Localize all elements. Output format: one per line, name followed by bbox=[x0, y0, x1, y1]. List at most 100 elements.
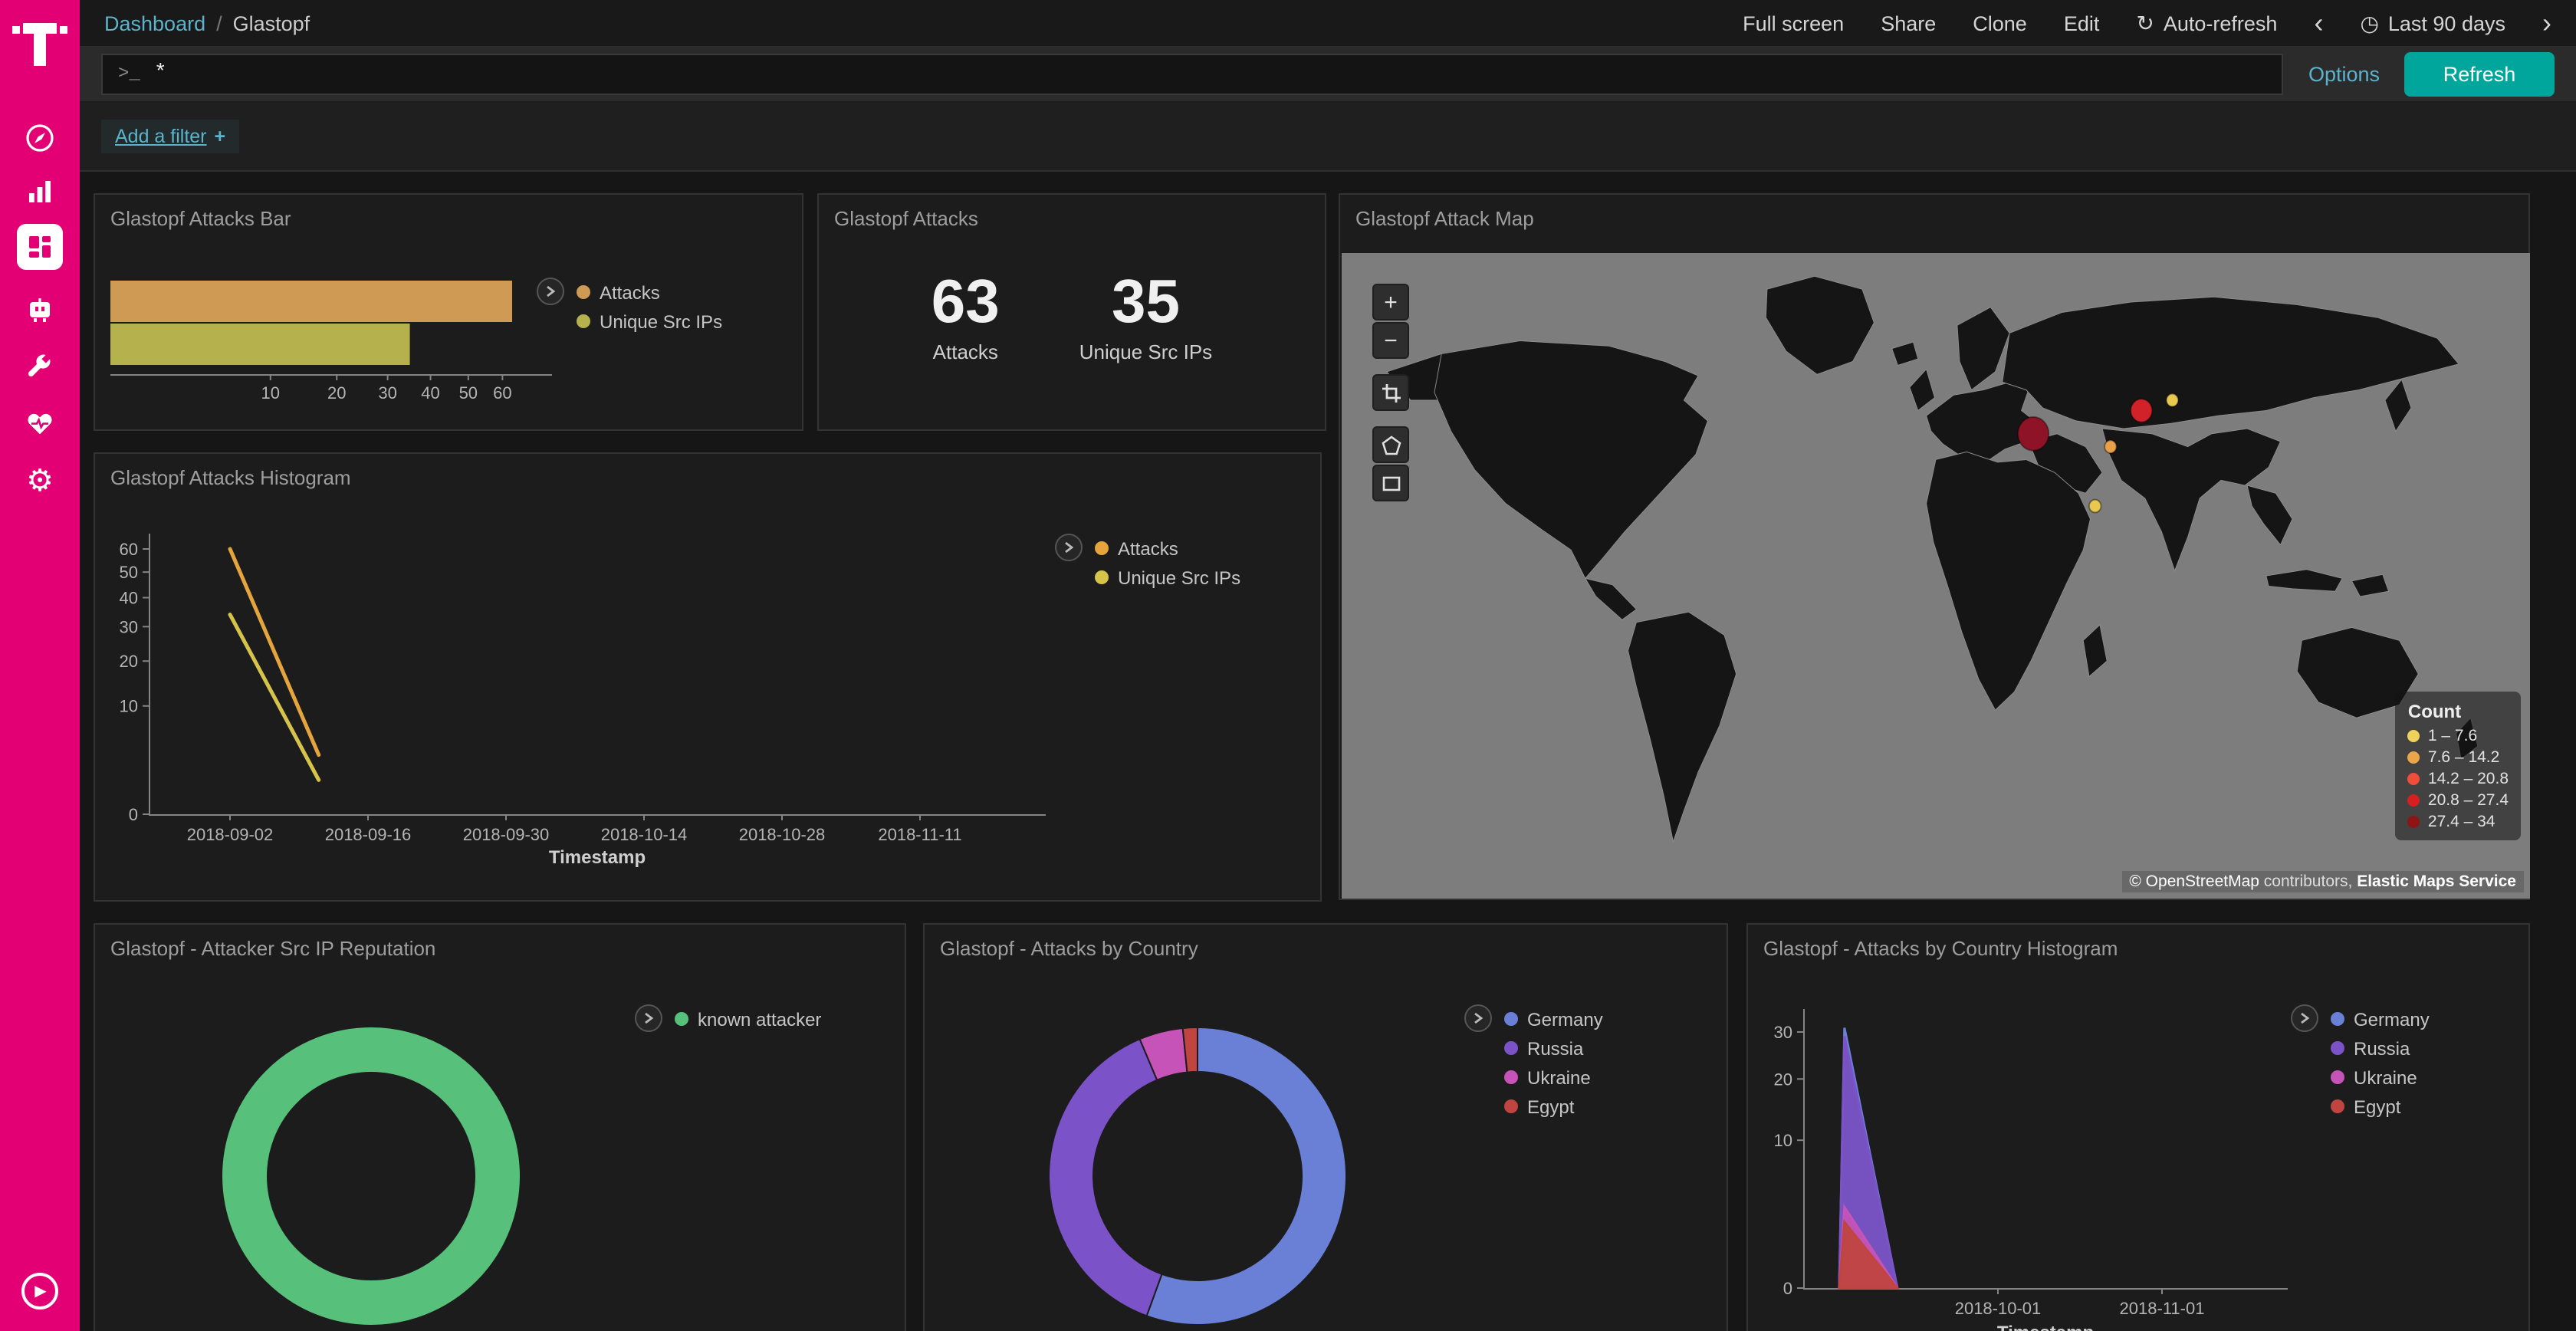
legend-label: known attacker bbox=[698, 1008, 822, 1030]
bar-chart-svg: 10 20 30 40 50 60 bbox=[110, 281, 552, 403]
panel-glastopf-attacks-bar: Glastopf Attacks Bar 10 20 30 40 50 60 Attack… bbox=[94, 193, 803, 431]
chevron-right-icon bbox=[1474, 1012, 1484, 1024]
legend-color-dot bbox=[577, 285, 590, 299]
chart-legend: known attacker bbox=[635, 1004, 821, 1034]
legend-item[interactable]: Attacks bbox=[577, 278, 722, 307]
map-count-legend: Count 1 – 7.6 7.6 – 14.2 14.2 – 20.8 20.8 –… bbox=[2395, 692, 2521, 840]
query-prompt-icon: >_ bbox=[118, 63, 140, 84]
sidebar-item-management[interactable]: ⚙ bbox=[23, 465, 57, 498]
panel-glastopf-attacks-histogram: Glastopf Attacks Histogram 0 10 20 30 40 50 60… bbox=[94, 452, 1322, 902]
legend-color-dot bbox=[1504, 1041, 1518, 1055]
map-draw-bounds-button[interactable] bbox=[1372, 374, 1409, 411]
attacks-histogram-chart[interactable]: 0 10 20 30 40 50 60 2018-09-02 2018-09-16 2018-09… bbox=[95, 454, 1320, 900]
sidebar-item-monitoring[interactable] bbox=[23, 406, 57, 440]
chart-legend: Germany Russia Ukraine Egypt bbox=[2291, 1004, 2430, 1121]
legend-item[interactable]: Russia bbox=[1504, 1034, 1603, 1063]
panel-title: Glastopf Attacks Bar bbox=[110, 207, 291, 230]
chart-legend: Attacks Unique Src IPs bbox=[1055, 534, 1240, 592]
share-button[interactable]: Share bbox=[1881, 12, 1937, 35]
panel-title: Glastopf Attacks Histogram bbox=[110, 466, 351, 489]
heartbeat-icon bbox=[28, 413, 52, 435]
map-zoom-in-button[interactable]: + bbox=[1372, 284, 1409, 320]
metric-value: 35 bbox=[1111, 268, 1180, 336]
legend-color-dot bbox=[2331, 1041, 2344, 1055]
nav-actions: Full screen Share Clone Edit ↻ Auto-refr… bbox=[1743, 9, 2551, 37]
add-filter-label: Add a filter bbox=[115, 126, 207, 147]
sidebar-item-timelion[interactable] bbox=[23, 293, 57, 327]
metric-label: Unique Src IPs bbox=[1079, 340, 1213, 363]
legend-item[interactable]: Attacks bbox=[1095, 534, 1240, 563]
attribution-text: contributors, bbox=[2259, 873, 2358, 891]
query-bar: >_ * Options Refresh bbox=[80, 46, 2576, 103]
svg-text:2018-10-28: 2018-10-28 bbox=[739, 825, 826, 844]
time-range-button[interactable]: ◷ Last 90 days bbox=[2360, 11, 2505, 35]
svg-text:2018-11-01: 2018-11-01 bbox=[2120, 1299, 2205, 1318]
attacks-bar-chart[interactable]: 10 20 30 40 50 60 bbox=[104, 250, 595, 428]
metric-label: Attacks bbox=[932, 340, 998, 363]
time-forward-button[interactable]: › bbox=[2542, 8, 2551, 38]
sidebar-item-dev-tools[interactable] bbox=[23, 351, 57, 385]
country-donut-chart[interactable] bbox=[925, 980, 1727, 1331]
legend-item[interactable]: known attacker bbox=[675, 1004, 821, 1034]
legend-toggle-button[interactable] bbox=[1055, 534, 1083, 561]
time-back-button[interactable]: ‹ bbox=[2314, 8, 2324, 38]
legend-toggle-button[interactable] bbox=[537, 278, 564, 305]
legend-color-dot bbox=[1504, 1012, 1518, 1026]
legend-item[interactable]: Germany bbox=[2331, 1004, 2430, 1034]
metric-value: 63 bbox=[931, 268, 1000, 336]
sidebar-collapse-button[interactable]: ▶ bbox=[21, 1273, 58, 1310]
map-draw-polygon-button[interactable] bbox=[1372, 426, 1409, 463]
legend-toggle-button[interactable] bbox=[1464, 1004, 1492, 1032]
legend-toggle-button[interactable] bbox=[635, 1004, 662, 1032]
legend-item[interactable]: Unique Src IPs bbox=[1095, 563, 1240, 592]
legend-item[interactable]: Egypt bbox=[1504, 1092, 1603, 1121]
attack-map[interactable]: + − bbox=[1342, 253, 2530, 899]
crop-tool-icon bbox=[1382, 383, 1400, 402]
svg-text:20: 20 bbox=[327, 383, 346, 403]
reputation-donut-chart[interactable] bbox=[95, 980, 905, 1331]
sidebar-nav: ⚙ ▶ bbox=[0, 0, 80, 1331]
full-screen-button[interactable]: Full screen bbox=[1743, 12, 1845, 35]
query-input[interactable]: >_ * bbox=[101, 53, 2284, 94]
edit-button[interactable]: Edit bbox=[2063, 12, 2100, 35]
map-legend-color-dot bbox=[2407, 794, 2420, 807]
map-landmass bbox=[1386, 275, 2479, 843]
selected-nav-tile bbox=[17, 224, 63, 270]
legend-item[interactable]: Russia bbox=[2331, 1034, 2430, 1063]
legend-item[interactable]: Ukraine bbox=[1504, 1063, 1603, 1092]
elastic-maps-service-link[interactable]: Elastic Maps Service bbox=[2357, 873, 2516, 891]
panel-title: Glastopf - Attacks by Country Histogram bbox=[1763, 937, 2118, 960]
sidebar-item-visualize[interactable] bbox=[23, 175, 57, 209]
sidebar-item-discover[interactable] bbox=[23, 121, 57, 155]
breadcrumb-dashboard-link[interactable]: Dashboard bbox=[104, 12, 206, 35]
map-legend-item: 20.8 – 27.4 bbox=[2407, 791, 2509, 810]
timelion-icon bbox=[30, 298, 50, 322]
legend-item[interactable]: Germany bbox=[1504, 1004, 1603, 1034]
map-zoom-out-button[interactable]: − bbox=[1372, 322, 1409, 359]
legend-color-dot bbox=[675, 1012, 688, 1026]
t-logo-icon bbox=[12, 23, 67, 66]
openstreetmap-link[interactable]: © OpenStreetMap bbox=[2129, 873, 2259, 891]
sidebar-item-dashboard[interactable] bbox=[17, 224, 63, 270]
chart-legend: Germany Russia Ukraine Egypt bbox=[1464, 1004, 1603, 1121]
legend-item[interactable]: Ukraine bbox=[2331, 1063, 2430, 1092]
clone-button[interactable]: Clone bbox=[1973, 12, 2027, 35]
options-link[interactable]: Options bbox=[2308, 62, 2380, 85]
country-histogram-chart[interactable]: 0 10 20 30 2018-10-01 2018-11-01 Timestamp bbox=[1748, 925, 2528, 1331]
panel-title: Glastopf Attacks bbox=[834, 207, 978, 230]
svg-text:2018-09-16: 2018-09-16 bbox=[325, 825, 412, 844]
legend-label: Ukraine bbox=[1527, 1066, 1591, 1088]
legend-item[interactable]: Unique Src IPs bbox=[577, 307, 722, 336]
auto-refresh-button[interactable]: ↻ Auto-refresh bbox=[2136, 11, 2278, 35]
legend-toggle-button[interactable] bbox=[2291, 1004, 2318, 1032]
panel-attacker-src-ip-reputation: Glastopf - Attacker Src IP Reputation kn… bbox=[94, 923, 906, 1331]
map-draw-rect-button[interactable] bbox=[1372, 465, 1409, 501]
panel-attacks-by-country-histogram: Glastopf - Attacks by Country Histogram … bbox=[1746, 923, 2530, 1331]
svg-text:0: 0 bbox=[129, 805, 138, 824]
breadcrumb-separator: / bbox=[216, 12, 222, 35]
t-mobile-logo[interactable] bbox=[11, 12, 69, 77]
add-filter-link[interactable]: Add a filter + bbox=[101, 120, 240, 153]
refresh-button[interactable]: Refresh bbox=[2404, 51, 2555, 96]
world-map-svg bbox=[1342, 253, 2530, 899]
legend-item[interactable]: Egypt bbox=[2331, 1092, 2430, 1121]
